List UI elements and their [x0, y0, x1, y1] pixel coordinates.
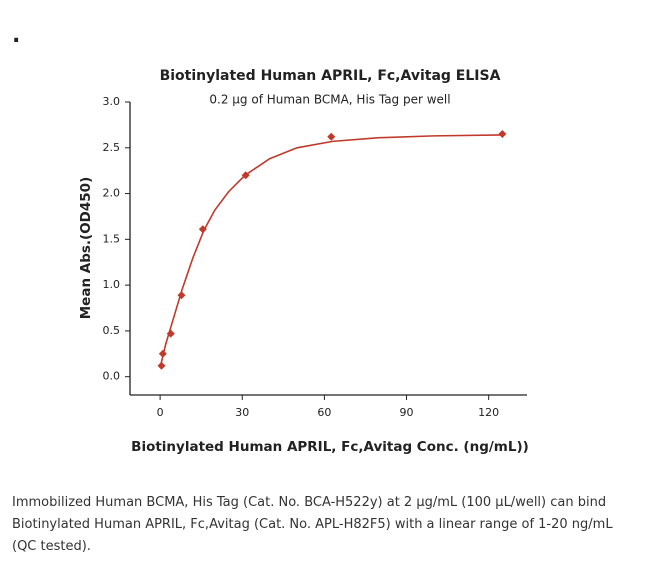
fit-curve — [159, 134, 503, 368]
data-point — [198, 225, 207, 234]
caption-line: Immobilized Human BCMA, His Tag (Cat. No… — [12, 495, 607, 510]
x-tick-label: 60 — [317, 406, 331, 419]
y-tick-label: 0.5 — [103, 324, 121, 337]
x-tick-label: 30 — [235, 406, 249, 419]
y-axis-label: Mean Abs.(OD450) — [78, 177, 94, 320]
chart-subtitle: 0.2 µg of Human BCMA, His Tag per well — [209, 93, 450, 107]
x-axis-label: Biotinylated Human APRIL, Fc,Avitag Conc… — [131, 439, 529, 455]
caption: Immobilized Human BCMA, His Tag (Cat. No… — [12, 492, 613, 558]
chart-title: Biotinylated Human APRIL, Fc,Avitag ELIS… — [160, 68, 501, 84]
x-tick-label: 0 — [157, 406, 164, 419]
x-tick-label: 120 — [478, 406, 499, 419]
caption-line: Biotinylated Human APRIL, Fc,Avitag (Cat… — [12, 517, 613, 532]
data-point — [177, 291, 186, 300]
y-tick-label: 2.0 — [103, 187, 121, 200]
y-tick-label: 1.5 — [103, 232, 121, 245]
data-point — [158, 349, 167, 358]
y-tick-label: 0.0 — [103, 370, 121, 383]
y-tick-label: 1.0 — [103, 278, 121, 291]
caption-line: (QC tested). — [12, 539, 91, 554]
y-tick-label: 2.5 — [103, 141, 121, 154]
data-point — [498, 130, 507, 139]
x-tick-label: 90 — [400, 406, 414, 419]
data-point — [241, 171, 250, 180]
data-point — [157, 361, 166, 370]
marker: . — [12, 23, 20, 48]
data-point — [327, 132, 336, 141]
y-tick-label: 3.0 — [103, 95, 121, 108]
chart: . Biotinylated Human APRIL, Fc,Avitag EL… — [12, 23, 529, 455]
data-point — [166, 329, 175, 338]
